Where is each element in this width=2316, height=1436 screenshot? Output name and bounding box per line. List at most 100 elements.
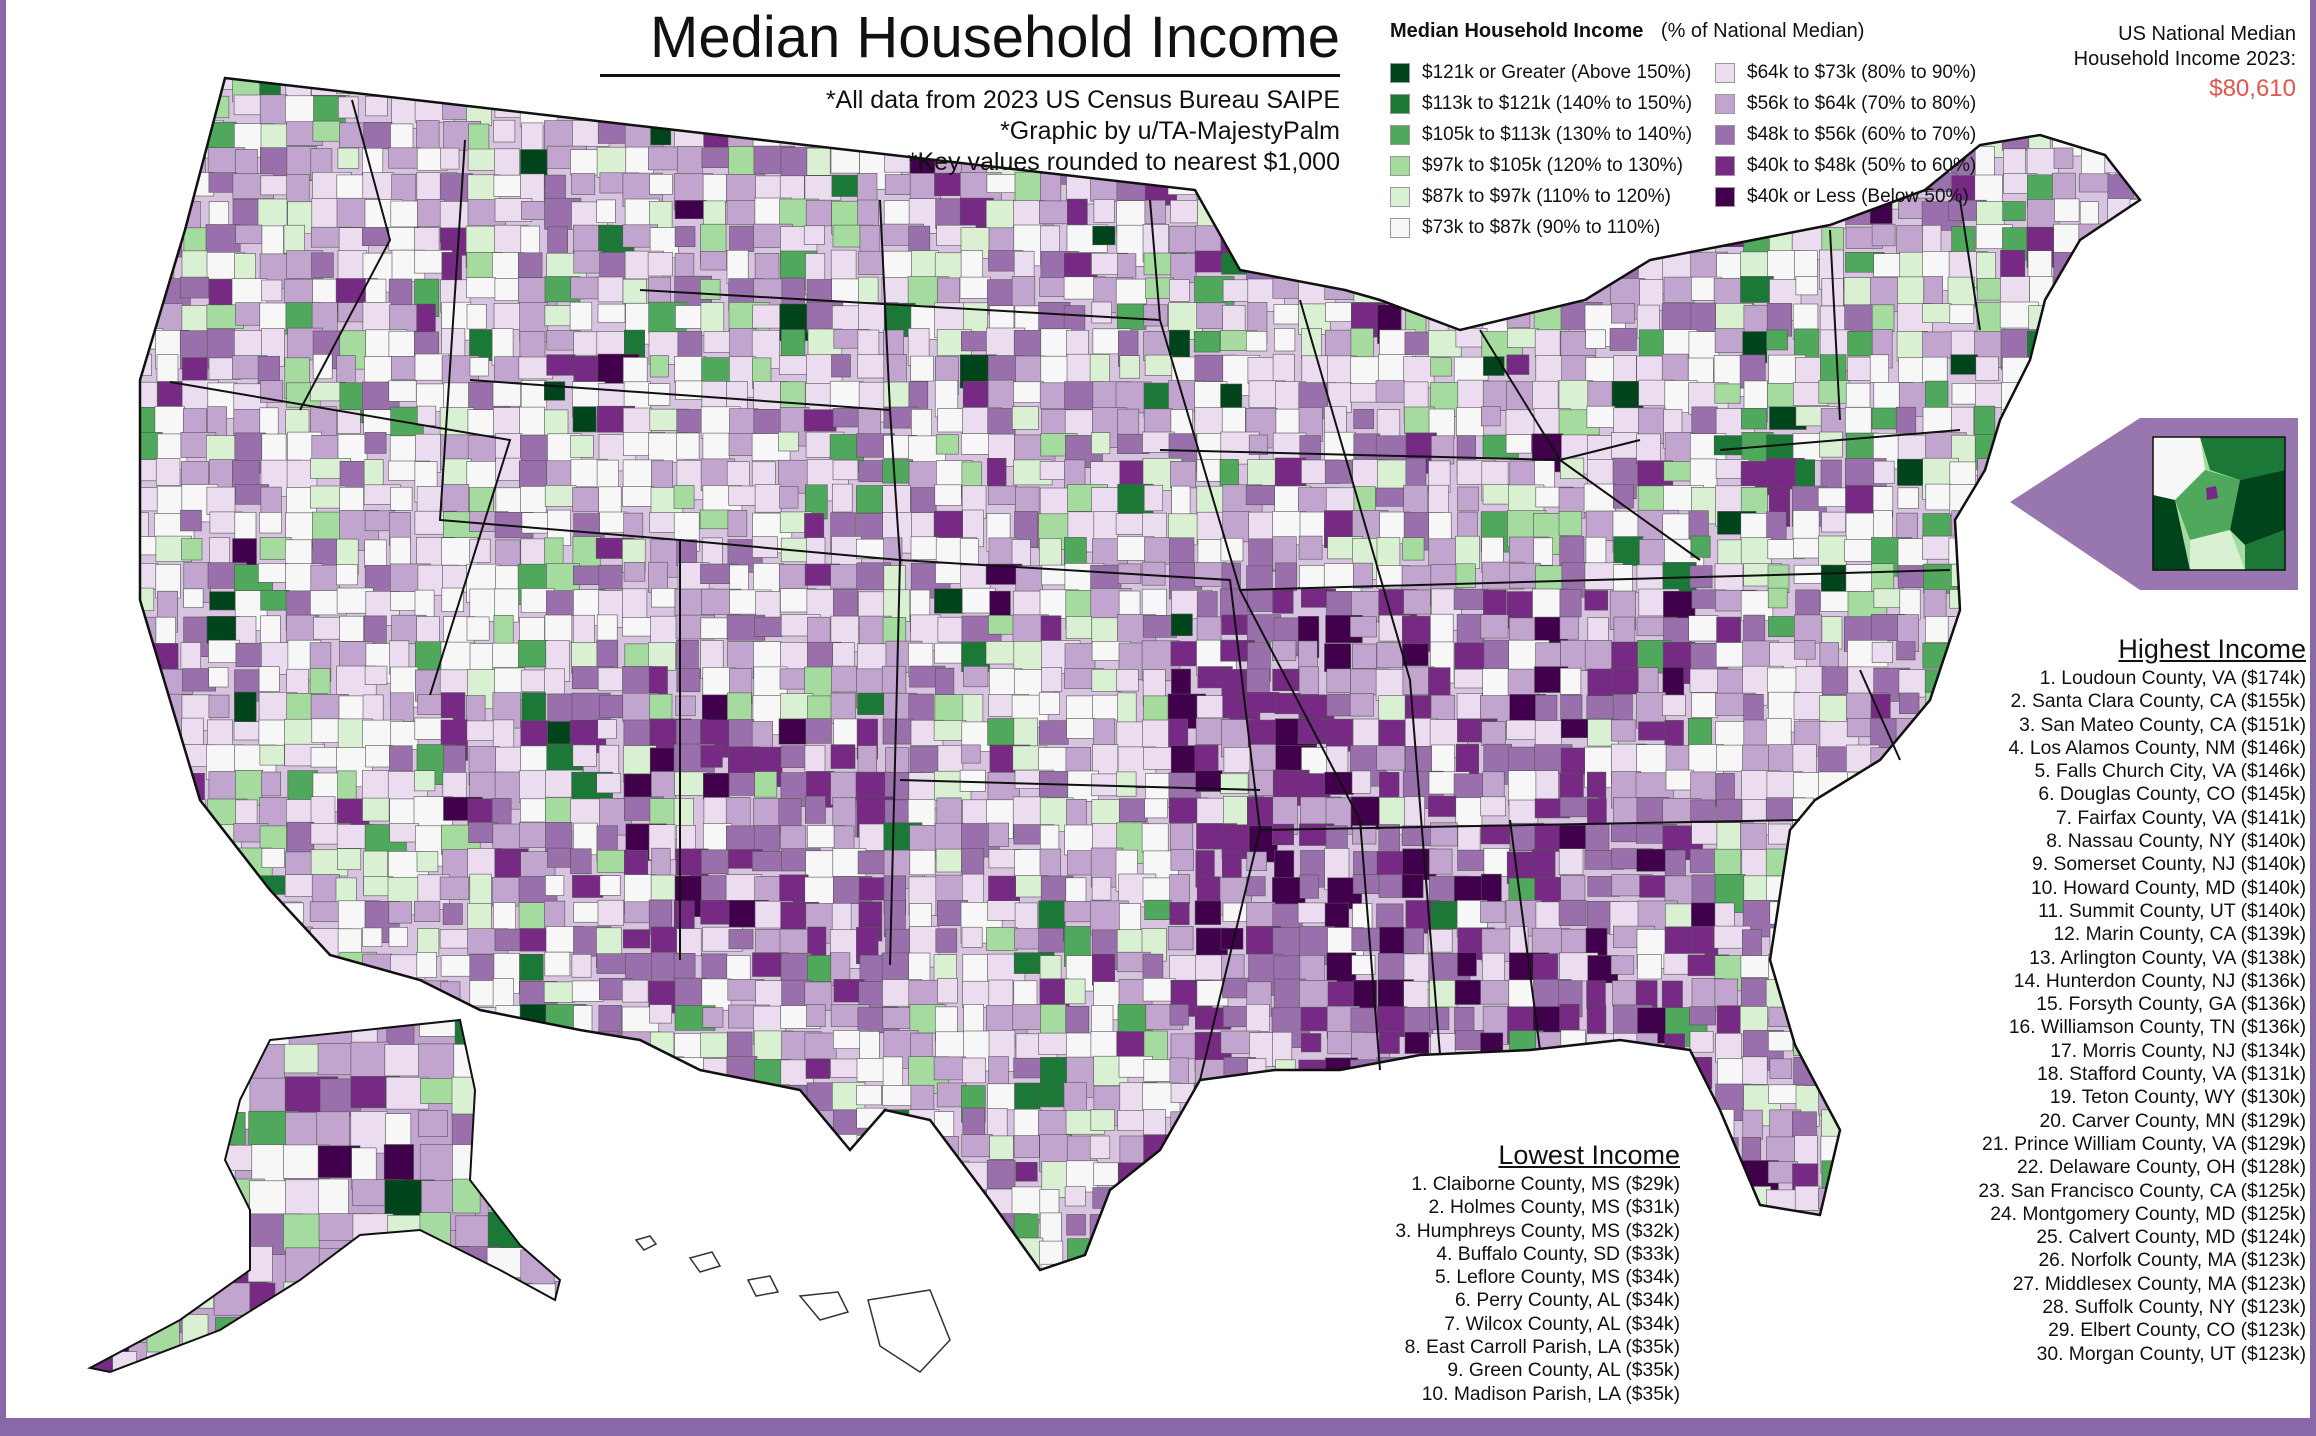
- county-cell: [674, 200, 707, 219]
- county-cell: [1480, 614, 1509, 639]
- lowest-income-item: 1. Claiborne County, MS ($29k): [1411, 1174, 1680, 1195]
- highest-income-item: 8. Nassau County, NY ($140k): [2046, 831, 2306, 853]
- county-cell: [1246, 1003, 1270, 1032]
- county-cell: [140, 1239, 165, 1270]
- county-cell: [963, 1214, 1001, 1235]
- county-cell: [1794, 640, 1816, 660]
- county-cell: [1843, 1162, 1864, 1198]
- county-cell: [155, 145, 184, 186]
- highest-income-list: Highest Income 1. Loudoun County, VA ($1…: [1978, 634, 2306, 1366]
- county-cell: [1480, 276, 1501, 299]
- county-cell: [140, 78, 148, 107]
- county-cell: [1038, 720, 1069, 745]
- county-cell: [112, 1178, 163, 1220]
- county-cell: [908, 1161, 928, 1188]
- county-cell: [1871, 797, 1901, 824]
- county-cell: [1012, 590, 1044, 616]
- county-cell: [439, 929, 470, 949]
- county-cell: [1947, 276, 1975, 308]
- county-cell: [1949, 1265, 1982, 1270]
- county-cell: [114, 1283, 167, 1319]
- county-cell: [521, 512, 549, 534]
- county-cell: [1923, 1214, 1945, 1242]
- county-cell: [318, 1349, 350, 1372]
- county-cell: [625, 1108, 665, 1137]
- county-cell: [2104, 96, 2133, 130]
- national-median-box: US National Median Household Income 2023…: [2074, 22, 2296, 101]
- county-cell: [140, 719, 154, 761]
- legend-label: $56k to $64k (70% to 80%): [1747, 92, 1977, 114]
- county-cell: [494, 356, 523, 386]
- county-cell: [1091, 301, 1112, 324]
- county-cell: [702, 772, 730, 800]
- county-cell: [1349, 693, 1374, 717]
- lowest-income-item: 8. East Carroll Parish, LA ($35k): [1404, 1337, 1680, 1359]
- county-cell: [1664, 926, 1693, 957]
- county-cell: [571, 980, 604, 1002]
- county-cell: [140, 640, 149, 668]
- county-cell: [1246, 851, 1267, 871]
- county-cell: [1793, 873, 1821, 899]
- highest-income-item: 22. Delaware County, OH ($128k): [2017, 1157, 2306, 1179]
- county-cell: [1873, 460, 1895, 484]
- county-cell: [961, 744, 981, 764]
- county-cell: [2130, 252, 2140, 287]
- county-cell: [597, 303, 626, 323]
- county-cell: [488, 1283, 533, 1316]
- county-cell: [856, 1085, 882, 1106]
- county-cell: [545, 821, 573, 852]
- county-cell: [494, 1057, 533, 1097]
- county-cell: [959, 769, 986, 792]
- county-cell: [1923, 796, 1966, 827]
- national-median-value: $80,610: [2209, 75, 2296, 102]
- highest-income-item: 10. Howard County, MD ($140k): [2030, 877, 2306, 899]
- county-cell: [1766, 329, 1788, 351]
- county-cell: [1506, 278, 1544, 309]
- county-cell: [520, 1212, 548, 1241]
- county-cell: [156, 1007, 182, 1038]
- county-cell: [1847, 928, 1886, 969]
- county-cell: [1847, 951, 1869, 987]
- highest-income-item: 16. Williamson County, TN ($136k): [2008, 1017, 2306, 1039]
- county-cell: [140, 459, 160, 482]
- county-cell: [1482, 380, 1510, 411]
- county-cell: [337, 770, 357, 800]
- county-cell: [2130, 226, 2140, 251]
- county-cell: [1143, 1160, 1180, 1183]
- county-cell: [1872, 1161, 1892, 1189]
- county-cell: [365, 96, 388, 117]
- county-cell: [147, 1020, 197, 1060]
- county-cell: [1558, 899, 1587, 927]
- county-cell: [1663, 1082, 1695, 1119]
- county-cell: [935, 848, 962, 873]
- county-cell: [1350, 78, 1393, 111]
- county-cell: [1168, 1160, 1194, 1203]
- county-cell: [986, 1159, 1016, 1189]
- county-cell: [520, 1108, 556, 1129]
- county-cell: [2001, 459, 2028, 496]
- county-cell: [1873, 1213, 1915, 1245]
- county-cell: [1794, 1135, 1818, 1166]
- county-cell: [1587, 1056, 1624, 1077]
- county-cell: [622, 407, 652, 435]
- county-cell: [1795, 275, 1819, 296]
- county-cell: [1947, 926, 1975, 956]
- county-cell: [1143, 1265, 1178, 1270]
- county-cell: [701, 849, 729, 875]
- county-cell: [960, 433, 994, 455]
- county-cell: [804, 795, 826, 824]
- county-cell: [554, 1146, 560, 1200]
- lowest-income-list: Lowest Income 1. Claiborne County, MS ($…: [1220, 1140, 1680, 1406]
- county-cell: [148, 1246, 195, 1290]
- county-cell: [1376, 745, 1406, 771]
- county-cell: [495, 457, 522, 482]
- county-cell: [1924, 1056, 1947, 1096]
- county-cell: [1093, 718, 1116, 745]
- county-cell: [752, 1215, 780, 1251]
- county-cell: [1818, 771, 1861, 811]
- county-cell: [1688, 1189, 1711, 1210]
- county-cell: [1352, 718, 1380, 749]
- county-cell: [1899, 692, 1920, 715]
- county-cell: [1194, 562, 1227, 587]
